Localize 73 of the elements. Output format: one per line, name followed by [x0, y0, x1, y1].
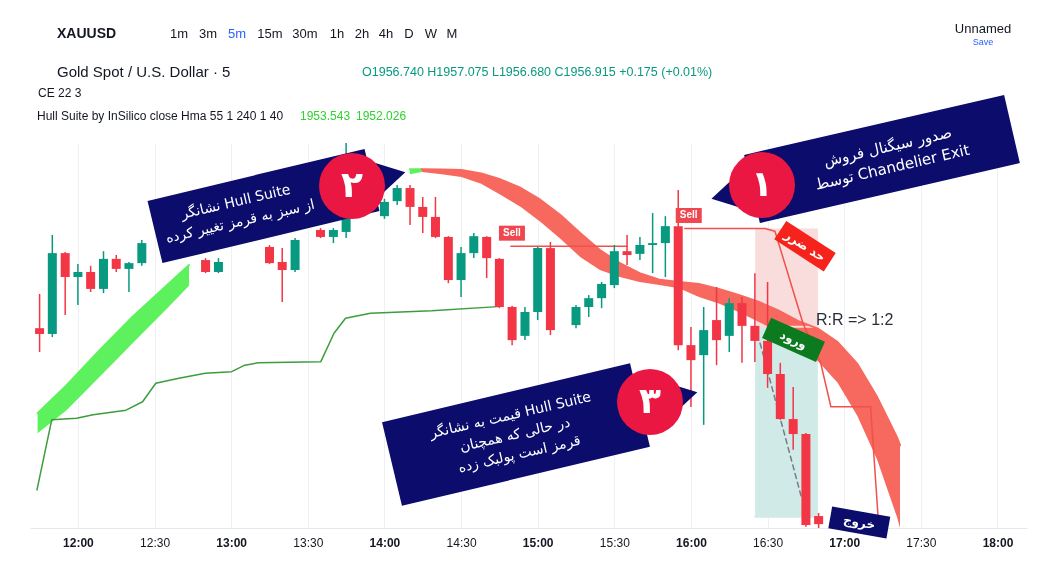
text: 2h — [354, 26, 370, 41]
text: 3m — [198, 26, 218, 41]
candlestick — [264, 244, 274, 265]
candlestick — [392, 184, 402, 206]
candlestick — [635, 236, 645, 261]
text: 1952.026 — [356, 109, 407, 123]
annotation: Sell — [679, 209, 698, 221]
x-tick-label: 18:00 — [982, 535, 1014, 550]
x-tick-label: 16:00 — [676, 535, 708, 550]
text: Hull Suite by InSilico close Hma 55 1 240 1 40 — [37, 109, 284, 123]
chart-title: Gold Spot / U.S. Dollar · 5 — [57, 63, 231, 80]
candlestick — [60, 251, 70, 316]
candlestick — [571, 304, 581, 329]
candlestick — [648, 212, 658, 274]
x-tick-label: 17:00 — [829, 535, 861, 550]
annotation: R:R => 1:2 — [816, 311, 894, 328]
candlestick — [418, 196, 428, 234]
x-tick-label: 17:30 — [906, 535, 937, 550]
x-tick-label: 12:30 — [140, 535, 171, 550]
candlestick — [73, 263, 83, 306]
x-tick-label: 14:00 — [369, 535, 401, 550]
text: O1956.740 H1957.075 L1956.680 C1956.915 +0.175 (+0.01%) — [362, 65, 713, 79]
x-tick-label: 12:00 — [63, 535, 95, 550]
text: CE 22 3 — [38, 86, 82, 100]
annotation: خروج — [842, 512, 877, 534]
text: W — [424, 26, 438, 41]
candlestick — [597, 281, 607, 309]
text: M — [446, 26, 458, 41]
text: 1h — [329, 26, 345, 41]
x-tick-label: 15:00 — [522, 535, 554, 550]
annotation: ۲ — [341, 164, 364, 205]
candlestick — [379, 198, 389, 220]
candlestick — [660, 215, 670, 278]
candlestick — [277, 247, 287, 303]
x-tick-label: 13:00 — [216, 535, 248, 550]
candlestick — [788, 386, 798, 451]
text: XAUUSD — [57, 25, 117, 41]
annotation: ورود — [777, 327, 810, 353]
candlestick — [737, 296, 747, 364]
text: 15m — [257, 26, 283, 41]
candlestick — [35, 293, 45, 353]
candlestick — [430, 196, 440, 239]
x-tick-label: 15:30 — [599, 535, 631, 550]
annotation: نشانگر Hull Suite از سبز به قرمز تغییر کرده — [163, 180, 317, 247]
text: 1953.543 — [300, 109, 351, 123]
annotation: حد ضرر — [781, 227, 828, 265]
annotation: Sell — [503, 227, 522, 239]
x-tick-label: 16:30 — [753, 535, 784, 550]
candlestick — [405, 184, 415, 226]
text: 30m — [292, 26, 318, 41]
text: 1m — [169, 26, 189, 41]
text: D — [404, 26, 414, 41]
annotation: ۱ — [751, 163, 773, 204]
candlestick — [584, 294, 594, 318]
candlestick — [124, 261, 134, 293]
text: 5m — [227, 26, 247, 41]
candlestick — [712, 286, 722, 366]
candlestick — [622, 234, 632, 266]
x-tick-label: 14:30 — [446, 535, 477, 550]
annotation: قیمت به نشانگر Hull Suite در حالی که همچنان قرمز است پولبک زده — [427, 388, 593, 477]
candlestick — [750, 272, 760, 363]
text: 4h — [378, 26, 394, 41]
annotation: ۳ — [639, 380, 662, 421]
candlestick — [137, 239, 147, 267]
candlestick — [686, 326, 696, 408]
candlestick — [520, 306, 530, 341]
candlestick — [482, 235, 492, 279]
text: Unnamed — [954, 21, 1012, 36]
candlestick — [469, 232, 479, 259]
text: Save — [972, 37, 994, 47]
annotation: صدور سیگنال فروش توسط Chandelier Exit — [813, 123, 972, 194]
x-tick-label: 13:30 — [293, 535, 324, 550]
candlestick — [86, 265, 96, 293]
